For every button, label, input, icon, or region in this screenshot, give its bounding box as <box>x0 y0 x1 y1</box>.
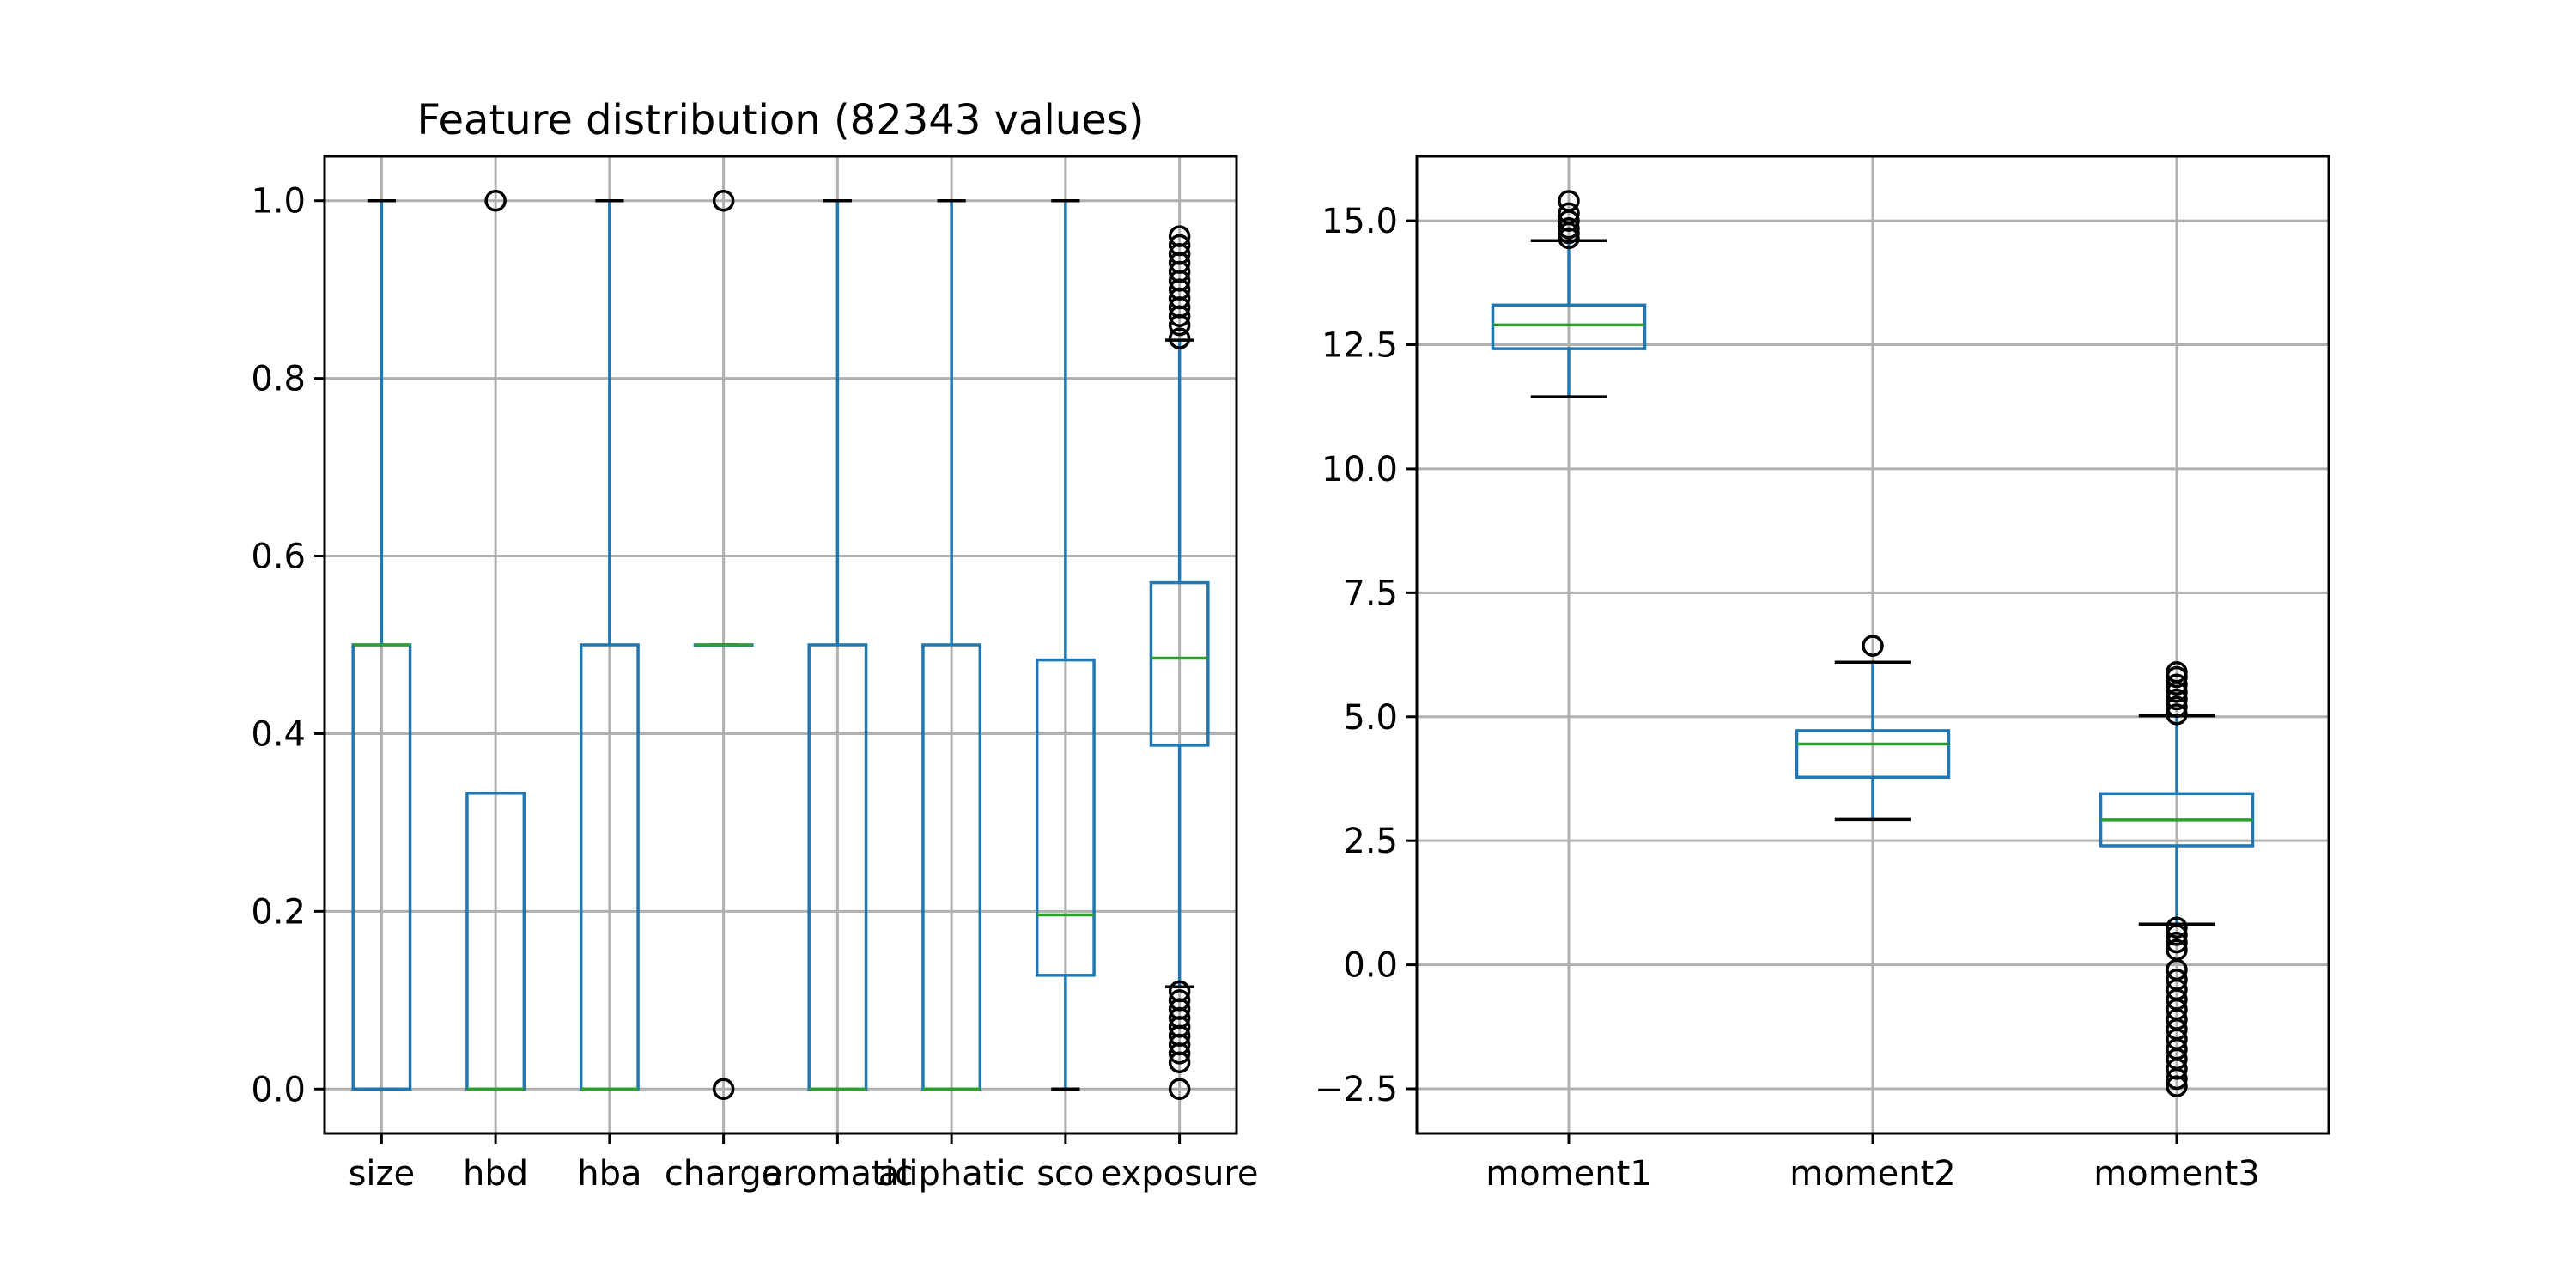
y-tick-label: −2.5 <box>1315 1070 1398 1109</box>
outlier-point <box>1168 1078 1191 1101</box>
x-tick-label: charge <box>665 1154 783 1194</box>
x-tick-label: sco <box>1036 1154 1094 1194</box>
outlier-point <box>2166 703 2188 726</box>
outlier-point <box>2166 924 2188 946</box>
y-tick-label: 0.8 <box>251 360 306 399</box>
outlier-point <box>712 189 735 212</box>
x-tick-label: aliphatic <box>878 1154 1025 1194</box>
y-tick-label: 0.4 <box>251 714 306 754</box>
y-tick-label: 0.0 <box>1343 946 1398 986</box>
y-tick-label: 7.5 <box>1343 574 1398 613</box>
outlier-point <box>2166 1075 2188 1097</box>
outlier-point <box>1558 202 1580 225</box>
outlier-point <box>1558 217 1580 240</box>
y-tick-label: 12.5 <box>1321 326 1398 366</box>
x-tick-label: moment2 <box>1789 1154 1956 1194</box>
outlier-point <box>2166 661 2188 683</box>
y-tick-label: 10.0 <box>1321 450 1398 489</box>
y-tick-label: 0.2 <box>251 892 306 932</box>
outlier-point <box>2166 673 2188 696</box>
plot-area <box>325 156 1236 1133</box>
outlier-point <box>2166 931 2188 954</box>
outlier-point <box>2166 916 2188 939</box>
box-iqr <box>1795 729 1951 779</box>
y-tick-label: 0.6 <box>251 538 306 577</box>
outlier-point <box>2166 688 2188 711</box>
x-tick-label: hbd <box>463 1154 528 1194</box>
outlier-point <box>2166 939 2188 962</box>
x-tick-label: exposure <box>1101 1154 1259 1194</box>
y-tick-label: 1.0 <box>251 182 306 222</box>
y-tick-label: 5.0 <box>1343 698 1398 738</box>
outlier-point <box>1168 327 1191 349</box>
box-aromatic <box>807 198 868 1091</box>
outlier-point <box>712 1078 735 1101</box>
outlier-point <box>1168 980 1191 1003</box>
moment-distribution-plot: −2.5 0.0 2.5 5.0 7.5 10.0 12.5 15.0 moment1 momen… <box>1315 155 2330 1194</box>
outlier-point <box>484 189 507 212</box>
chart-title: Feature distribution (82343 values) <box>417 96 1145 144</box>
x-tick-label: hba <box>577 1154 641 1194</box>
x-tick-label: aromatic <box>762 1154 914 1194</box>
outlier-point <box>1168 234 1191 257</box>
box-exposure <box>1149 225 1210 1101</box>
outlier-point <box>1862 635 1884 657</box>
y-tick-label: 0.0 <box>251 1070 306 1109</box>
outlier-point <box>1168 989 1191 1012</box>
box-hba <box>579 198 640 1091</box>
x-tick-label: size <box>349 1154 416 1194</box>
y-tick-label: 2.5 <box>1343 822 1398 861</box>
outlier-point <box>1558 190 1580 212</box>
axes-frame <box>323 155 1238 1135</box>
box-moment3 <box>2099 661 2255 1097</box>
box-aliphatic <box>921 198 982 1091</box>
box-moment1 <box>1491 190 1647 398</box>
outlier-point <box>1168 225 1191 247</box>
box-iqr <box>1491 303 1647 350</box>
box-moment2 <box>1795 635 1951 822</box>
box-iqr <box>1149 580 1210 747</box>
outlier-point <box>2166 696 2188 718</box>
x-tick-label: moment1 <box>1485 1154 1652 1194</box>
x-tick-label: moment3 <box>2093 1154 2260 1194</box>
box-sco <box>1035 198 1096 1091</box>
feature-distribution-plot: 0.0 0.2 0.4 0.6 0.8 1.0 size hbd hba chargearomat… <box>251 96 1258 1194</box>
box-size <box>351 198 412 1091</box>
box-charge <box>693 189 754 1101</box>
box-iqr <box>1035 658 1096 977</box>
box-hbd <box>465 189 526 1091</box>
outlier-point <box>2166 969 2188 991</box>
y-tick-label: 15.0 <box>1321 202 1398 241</box>
